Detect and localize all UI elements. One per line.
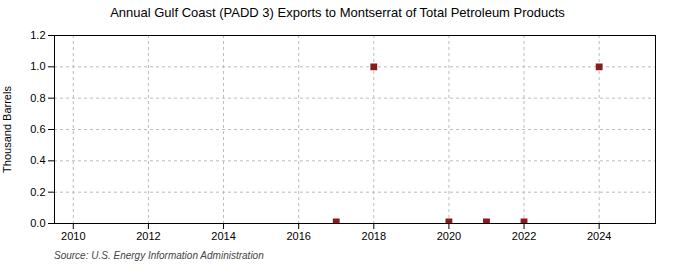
- svg-text:1.0: 1.0: [30, 60, 45, 72]
- svg-text:2018: 2018: [362, 230, 386, 242]
- svg-text:2012: 2012: [136, 230, 160, 242]
- html-text:Source: U.S. Energy Informatio: Source: U.S. Energy Information Administ…: [54, 250, 264, 261]
- svg-text:2016: 2016: [286, 230, 310, 242]
- svg-text:1.2: 1.2: [30, 29, 45, 41]
- svg-text:0.4: 0.4: [30, 154, 45, 166]
- html-text:Annual Gulf Coast (PADD 3) Exp: Annual Gulf Coast (PADD 3) Exports to Mo…: [110, 5, 565, 20]
- svg-text:0.2: 0.2: [30, 186, 45, 198]
- svg-text:Thousand Barrels: Thousand Barrels: [1, 86, 13, 173]
- svg-text:2010: 2010: [61, 230, 85, 242]
- svg-text:0.6: 0.6: [30, 123, 45, 135]
- svg-text:2014: 2014: [211, 230, 235, 242]
- svg-text:2024: 2024: [587, 230, 611, 242]
- svg-text:2020: 2020: [437, 230, 461, 242]
- svg-text:2022: 2022: [512, 230, 536, 242]
- svg-text:0.8: 0.8: [30, 92, 45, 104]
- svg-text:0.0: 0.0: [30, 217, 45, 229]
